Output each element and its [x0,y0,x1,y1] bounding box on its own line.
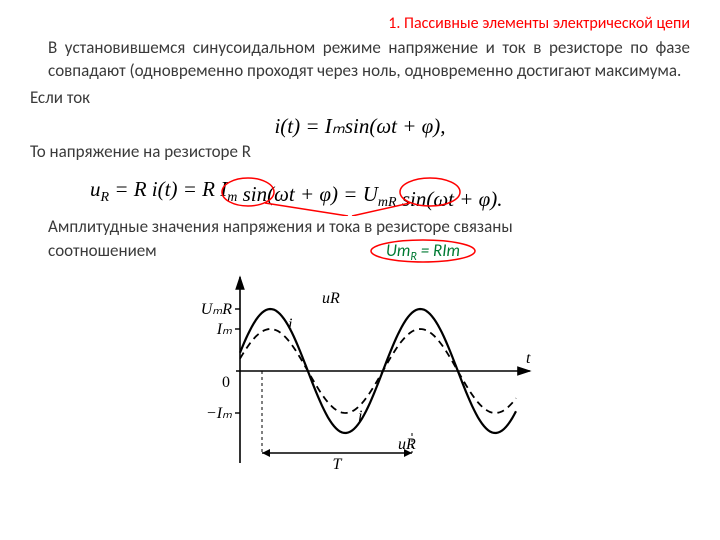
svg-text:uR: uR [398,436,416,453]
sine-chart: UₘR Iₘ −Iₘ 0 t uR i uR i T [180,271,540,471]
paragraph-2: Если ток [30,87,690,110]
svg-text:Iₘ: Iₘ [216,321,232,338]
formula-current: i(t) = Iₘsin(ωt + φ), [30,114,690,139]
formula-voltage: uR = R i(t) = R Im sin(ωt + φ) = UmR sin… [80,168,640,216]
paragraph-3: То напряжение на резисторе R [30,141,690,164]
formula-current-text: i(t) = Iₘsin(ωt + φ), [274,114,445,138]
svg-text:T: T [333,456,343,471]
svg-text:UₘR: UₘR [201,301,233,318]
svg-text:uR: uR [322,290,340,307]
paragraph-4b: соотношением [48,240,157,261]
section-title: 1. Пассивные элементы электрической цепи [30,14,690,33]
svg-text:0: 0 [222,374,230,391]
paragraph-4a: Амплитудные значения напряжения и тока в… [48,216,513,239]
svg-text:UmR = RIm: UmR = RIm [386,240,460,264]
amplitude-relation: UmR = RIm [157,239,690,265]
svg-text:t: t [526,350,531,367]
svg-text:−Iₘ: −Iₘ [206,405,232,422]
svg-text:i: i [358,408,362,425]
paragraph-1: В установившемся синусоидальном режиме н… [30,37,690,83]
svg-text:uR = R i(t) = R Im: uR = R i(t) = R Im sin(ωt + φ) = UmR sin… [90,177,503,211]
svg-text:i: i [288,316,292,333]
